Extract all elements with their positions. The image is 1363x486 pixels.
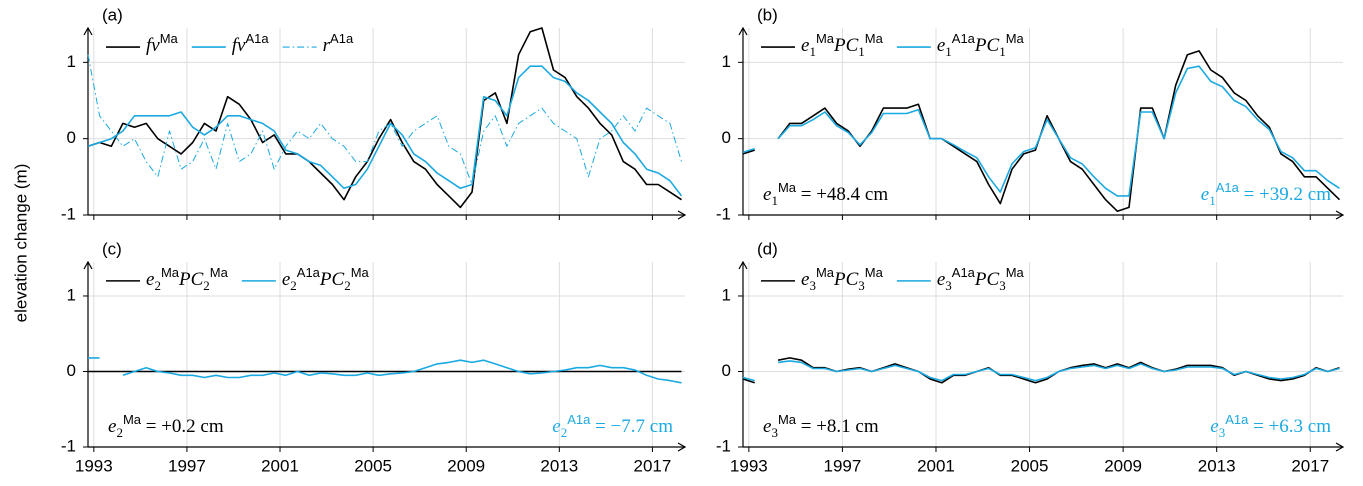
annotation: e1Ma = +48.4 cm bbox=[763, 180, 888, 208]
panel: -1 0 1 (b) e1MaPC1Ma​ e1A1aPC1Ma​ e1Ma = +48.4… bbox=[716, 5, 1345, 223]
legend-label: e3A1aPC3Ma​ bbox=[937, 265, 1025, 293]
y-axis-arrow bbox=[738, 26, 748, 36]
x-axis-arrow bbox=[677, 442, 687, 452]
series-line bbox=[742, 360, 1340, 382]
legend-label: fvA1a​ bbox=[232, 32, 270, 57]
panel-title: (b) bbox=[757, 5, 778, 24]
y-tick-label: 1 bbox=[67, 52, 76, 71]
panel-title: (a) bbox=[102, 5, 123, 24]
y-tick-label: -1 bbox=[716, 204, 731, 223]
x-tick-label: 1997 bbox=[168, 456, 206, 475]
series-line bbox=[87, 54, 682, 185]
y-tick-label: 1 bbox=[722, 52, 731, 71]
series-line bbox=[88, 357, 682, 384]
y-tick-label: 0 bbox=[722, 361, 731, 380]
x-axis-arrow bbox=[677, 210, 687, 220]
x-tick-label: 1993 bbox=[75, 456, 113, 475]
annotation: e3A1a = +6.3 cm bbox=[1210, 413, 1331, 441]
x-tick-label: 2017 bbox=[634, 456, 672, 475]
x-tick-label: 2017 bbox=[1291, 456, 1329, 475]
x-tick-label: 2013 bbox=[1198, 456, 1236, 475]
legend-label: fvMa​ bbox=[146, 32, 179, 57]
legend-label: e3MaPC3Ma​ bbox=[801, 265, 884, 293]
panel: -1 0 1 (a) fvMa​ fvA1a​ rA1a​ bbox=[61, 5, 687, 223]
y-tick-label: -1 bbox=[716, 436, 731, 455]
x-tick-label: 2009 bbox=[1104, 456, 1142, 475]
y-tick-label: -1 bbox=[61, 204, 76, 223]
y-axis-label: elevation change (m) bbox=[11, 164, 30, 323]
series-line bbox=[742, 65, 1340, 197]
annotation: e1A1a = +39.2 cm bbox=[1201, 180, 1331, 208]
series-line bbox=[87, 65, 683, 197]
panel: 1993 1997 2001 2005 2009 2013 2017 -1 0 1 (d) e3MaP… bbox=[716, 239, 1345, 475]
x-axis-arrow bbox=[1335, 210, 1345, 220]
x-tick-label: 2009 bbox=[447, 456, 485, 475]
x-axis-arrow bbox=[1335, 442, 1345, 452]
y-axis-arrow bbox=[83, 260, 93, 270]
y-tick-label: 1 bbox=[67, 285, 76, 304]
y-tick-label: 0 bbox=[67, 361, 76, 380]
legend-label: rA1a​ bbox=[323, 32, 354, 57]
annotation: e2A1a = −7.7 cm bbox=[552, 413, 673, 441]
legend-label: e1A1aPC1Ma​ bbox=[937, 32, 1025, 60]
x-tick-label: 2013 bbox=[540, 456, 578, 475]
annotation: e2Ma = +0.2 cm bbox=[108, 413, 224, 441]
x-tick-label: 2001 bbox=[261, 456, 299, 475]
y-tick-label: 1 bbox=[722, 285, 731, 304]
x-tick-label: 2001 bbox=[917, 456, 955, 475]
y-tick-label: -1 bbox=[61, 436, 76, 455]
x-tick-label: 1997 bbox=[824, 456, 862, 475]
legend-label: e2MaPC2Ma​ bbox=[146, 265, 229, 293]
panel-title: (c) bbox=[102, 239, 122, 258]
legend-label: e1MaPC1Ma​ bbox=[801, 32, 884, 60]
legend-label: e2A1aPC2Ma​ bbox=[282, 265, 370, 293]
series-line bbox=[87, 27, 682, 209]
y-tick-label: 0 bbox=[722, 128, 731, 147]
panel-title: (d) bbox=[757, 239, 778, 258]
y-tick-label: 0 bbox=[67, 128, 76, 147]
y-axis-arrow bbox=[738, 260, 748, 270]
x-tick-label: 1993 bbox=[730, 456, 768, 475]
y-axis-arrow bbox=[83, 26, 93, 36]
x-tick-label: 2005 bbox=[354, 456, 392, 475]
panel: 1993 1997 2001 2005 2009 2013 2017 -1 0 1 (c) e2MaP… bbox=[61, 239, 687, 475]
x-tick-label: 2005 bbox=[1011, 456, 1049, 475]
annotation: e3Ma = +8.1 cm bbox=[763, 413, 879, 441]
